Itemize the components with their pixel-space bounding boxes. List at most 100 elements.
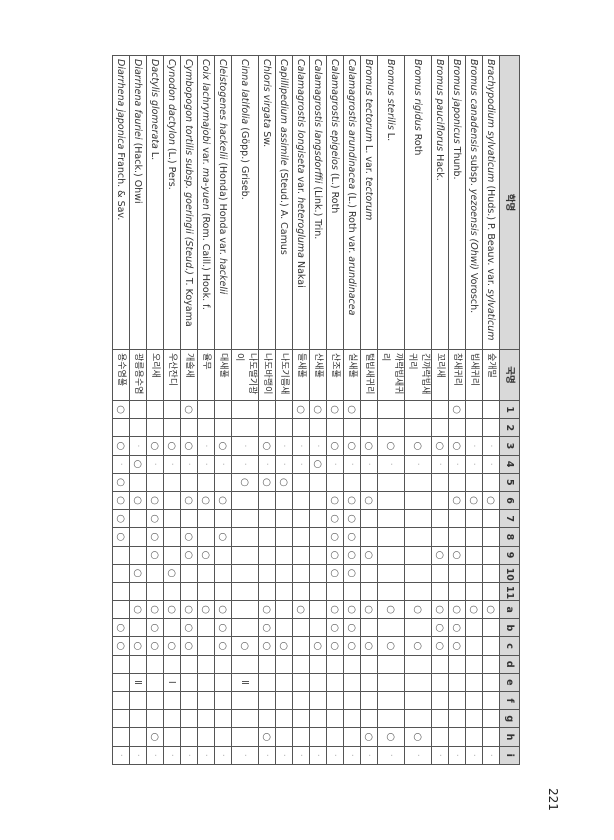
header-korean-name: 국명 (499, 349, 520, 401)
occurrence-mark (482, 618, 500, 637)
occurrence-mark: ○ (326, 564, 344, 583)
occurrence-mark: ○ (112, 509, 130, 528)
occurrence-mark (309, 727, 327, 747)
occurrence-mark: ○ (360, 600, 378, 619)
occurrence-mark: · (360, 455, 378, 474)
header-site-11: 11 (499, 582, 520, 601)
italic-name-part: Coix lachrymajobi (200, 59, 212, 145)
occurrence-mark (258, 655, 276, 674)
occurrence-mark: ○ (377, 436, 405, 456)
occurrence-mark (404, 709, 432, 728)
occurrence-mark (258, 691, 276, 710)
occurrence-mark: ○ (180, 546, 198, 565)
name-part: (L.) Pers. (166, 144, 178, 190)
occurrence-mark: ○ (112, 436, 130, 456)
occurrence-mark (146, 673, 164, 692)
korean-name: 나도바랭이 (258, 349, 276, 401)
header-site-2: 2 (499, 418, 520, 437)
occurrence-mark: ○ (431, 546, 449, 565)
name-part: (Göpp.) Griseb. (239, 124, 251, 200)
occurrence-mark: · (465, 746, 483, 765)
occurrence-mark (231, 582, 259, 601)
table-row: Cinna latifolia (Göpp.) Griseb. 나도딸기광이 · · ○… (231, 55, 259, 765)
occurrence-mark: · (292, 746, 310, 765)
occurrence-mark (275, 655, 293, 674)
occurrence-mark: ○ (112, 473, 130, 492)
occurrence-mark (448, 691, 466, 710)
occurrence-mark (231, 655, 259, 674)
occurrence-mark (214, 673, 232, 692)
occurrence-mark: ○ (343, 509, 361, 528)
occurrence-mark (231, 564, 259, 583)
table-row: Calamagrostis arundinacea (L.) Roth var.… (343, 55, 361, 765)
occurrence-mark (377, 564, 405, 583)
occurrence-mark: ○ (163, 564, 181, 583)
occurrence-mark: ○ (431, 618, 449, 637)
table-row: Brachypodium sylvaticum (Huds.) P. Beauv… (482, 55, 500, 765)
occurrence-mark (146, 655, 164, 674)
scientific-name: Bromus tectorum L. var. tectorum (360, 55, 378, 350)
occurrence-mark (431, 400, 449, 419)
occurrence-mark (231, 709, 259, 728)
occurrence-mark (360, 709, 378, 728)
occurrence-mark (292, 527, 310, 546)
occurrence-mark: ○ (343, 618, 361, 637)
scientific-name: Calamagrostis epigeios (L.) Roth (326, 55, 344, 350)
occurrence-mark: ○ (146, 491, 164, 510)
occurrence-mark (360, 655, 378, 674)
scientific-name: Bromus rigidus Roth (404, 55, 432, 350)
occurrence-mark (292, 618, 310, 637)
occurrence-mark: · (258, 455, 276, 474)
occurrence-mark: ○ (112, 636, 130, 656)
occurrence-mark (482, 527, 500, 546)
occurrence-mark: ○ (448, 491, 466, 510)
name-part: L. (385, 129, 397, 142)
occurrence-mark (292, 691, 310, 710)
occurrence-mark (292, 582, 310, 601)
occurrence-mark: ○ (431, 436, 449, 456)
occurrence-mark (112, 418, 130, 437)
occurrence-mark (197, 509, 215, 528)
occurrence-mark: · (180, 746, 198, 765)
occurrence-mark (465, 582, 483, 601)
occurrence-mark (465, 673, 483, 692)
header-site-7: 7 (499, 509, 520, 528)
table-row: Bromus tectorum L. var. tectorum 털빕새귀리 ○ · ○… (360, 55, 378, 765)
occurrence-mark: ○ (180, 491, 198, 510)
occurrence-mark (180, 655, 198, 674)
scientific-name: Cymbopogon tortilis subsp. goeringii (St… (180, 55, 198, 350)
occurrence-mark (146, 709, 164, 728)
occurrence-mark: ○ (146, 618, 164, 637)
occurrence-mark (112, 582, 130, 601)
name-part: Hack. (434, 151, 446, 181)
header-site-3: 3 (499, 436, 520, 456)
name-part: Roth (412, 130, 424, 156)
occurrence-mark: ○ (343, 400, 361, 419)
occurrence-mark: · (112, 746, 130, 765)
occurrence-mark (309, 691, 327, 710)
occurrence-mark: ○ (258, 636, 276, 656)
header-site-5: 5 (499, 473, 520, 492)
occurrence-mark (163, 709, 181, 728)
occurrence-mark: ○ (146, 636, 164, 656)
occurrence-mark (404, 491, 432, 510)
occurrence-mark (163, 418, 181, 437)
occurrence-mark (129, 727, 147, 747)
occurrence-mark (129, 618, 147, 637)
occurrence-mark (129, 691, 147, 710)
page-number: 221 (546, 788, 560, 811)
occurrence-mark: · (146, 455, 164, 474)
occurrence-mark: · (465, 436, 483, 456)
occurrence-mark (129, 473, 147, 492)
scientific-name: Bromus pauciflorus Hack. (431, 55, 449, 350)
name-part: (Huds.) P. Beauv. var. (485, 182, 497, 289)
occurrence-mark (214, 473, 232, 492)
occurrence-mark (377, 491, 405, 510)
occurrence-mark (431, 691, 449, 710)
occurrence-mark: · (197, 455, 215, 474)
occurrence-mark (258, 418, 276, 437)
occurrence-mark (258, 546, 276, 565)
occurrence-mark (275, 727, 293, 747)
name-part: Franch. & Sav. (115, 149, 127, 221)
occurrence-mark: ○ (180, 600, 198, 619)
